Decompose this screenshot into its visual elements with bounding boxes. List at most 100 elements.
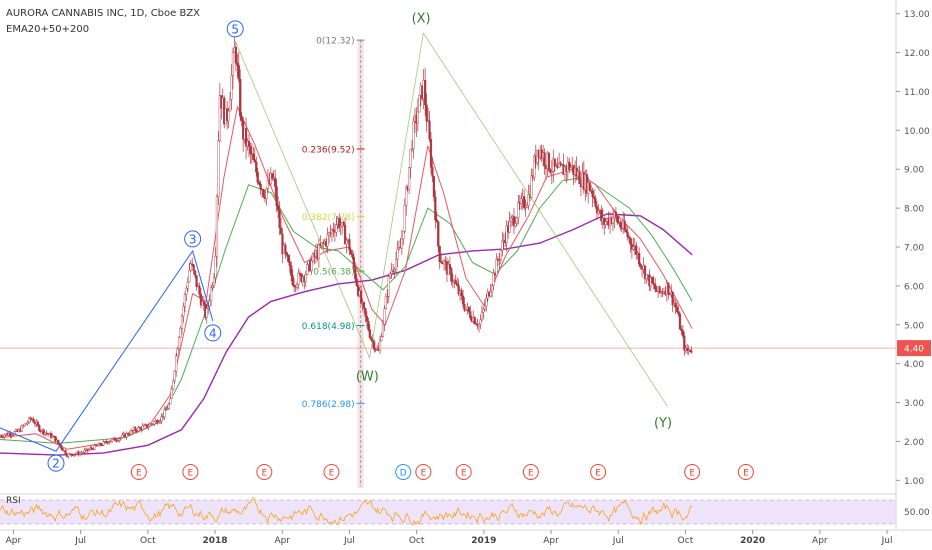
candle-body (386, 296, 389, 298)
wave-label: (X) (412, 12, 431, 27)
candle (198, 282, 201, 299)
candle (99, 442, 102, 447)
candle-body (25, 423, 28, 425)
candle-body (175, 355, 178, 372)
candle-body (651, 277, 654, 284)
candle-body (638, 253, 641, 265)
candle (262, 188, 265, 199)
candle (240, 111, 243, 127)
y-tick-label: 12.00 (904, 49, 930, 59)
candle (22, 424, 25, 429)
y-tick-label: 5.00 (904, 321, 924, 331)
candle (156, 418, 159, 425)
candle (352, 251, 355, 273)
candle (543, 148, 546, 175)
candle (489, 284, 492, 298)
candle (643, 264, 647, 285)
impulse-wave-line (0, 249, 214, 452)
candle (125, 431, 128, 440)
candle-body (652, 282, 655, 285)
candle (177, 336, 181, 351)
indicator-title[interactable]: EMA20+50+200 (6, 24, 90, 35)
candle-body (271, 173, 274, 180)
candle-body (259, 183, 262, 190)
candle (192, 263, 195, 275)
candle (119, 436, 122, 441)
candle-body (368, 329, 371, 338)
fib-level-label: 0.786(2.98) (302, 400, 355, 410)
candle (227, 107, 230, 128)
candle-body (442, 260, 446, 265)
candle-body (42, 429, 45, 435)
candle-body (499, 250, 502, 260)
x-tick-label: Jul (343, 536, 355, 546)
candle-body (677, 311, 680, 315)
candle (525, 202, 529, 209)
candle-body (180, 315, 184, 329)
candle (317, 238, 320, 268)
candle-body (405, 187, 408, 206)
candle (448, 256, 452, 276)
candle (680, 325, 683, 335)
candle-body (600, 209, 603, 222)
candle (495, 253, 498, 276)
candle (94, 444, 98, 447)
candle (279, 218, 283, 235)
candle-body (632, 246, 635, 250)
wave-label: (Y) (654, 416, 672, 431)
y-tick-label: 13.00 (904, 10, 930, 20)
event-marker-label: D (400, 469, 407, 479)
candle (475, 321, 478, 325)
candle-body (167, 403, 170, 409)
candle-body (689, 349, 692, 352)
event-marker-label: E (261, 469, 267, 479)
candle-body (125, 432, 128, 438)
candle-body (678, 313, 682, 330)
candle-body (400, 238, 403, 249)
rsi-pane: RSI (0, 496, 896, 526)
candle (604, 217, 607, 229)
candle-body (432, 176, 435, 198)
candle-body (227, 110, 230, 122)
event-marker-circle (415, 464, 432, 480)
candle (297, 268, 300, 289)
candle-body (410, 148, 414, 150)
y-tick-label: 7.00 (904, 244, 924, 254)
candle (517, 195, 520, 225)
candle (409, 149, 412, 179)
candle-body (477, 324, 481, 327)
candle-body (0, 435, 3, 437)
candle (28, 416, 31, 424)
candle-body (20, 425, 23, 432)
candle (172, 380, 175, 391)
candle (357, 283, 360, 298)
candle (469, 305, 472, 320)
candle-body (67, 453, 70, 457)
candle-body (96, 445, 99, 447)
candle-body (160, 416, 163, 422)
candle-body (32, 419, 35, 423)
candle (105, 438, 108, 444)
candle (505, 220, 508, 252)
wave-annotation-layer[interactable]: 2 3 4 5 (W) (X) (Y) (0, 12, 672, 472)
candle-body (304, 274, 307, 282)
candle (96, 444, 99, 447)
candle (394, 251, 398, 275)
candle-body (128, 434, 131, 436)
candle-body (416, 111, 419, 124)
candle-layer (0, 35, 693, 459)
candle (276, 196, 280, 219)
fib-level-label: 0.382(7.78) (302, 213, 355, 223)
candle-body (623, 220, 626, 230)
symbol-title[interactable]: AURORA CANNABIS INC, 1D, Cboe BZX (6, 8, 201, 19)
candle (690, 346, 693, 354)
candle (87, 447, 90, 452)
candle-body (29, 417, 32, 420)
candle-body (681, 330, 684, 337)
candle-body (498, 259, 501, 261)
candle-body (483, 305, 486, 310)
rsi-title[interactable]: RSI (6, 496, 21, 506)
event-marker-label: E (421, 469, 427, 479)
candle (247, 133, 251, 158)
